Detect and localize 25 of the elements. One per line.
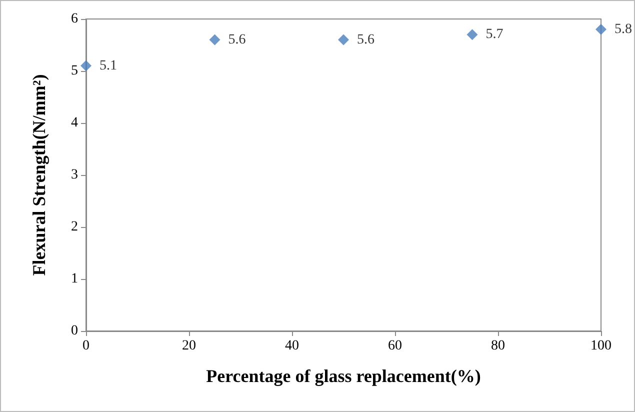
point: [80, 60, 92, 72]
data-label: 5.6: [357, 32, 374, 48]
x-tick-label: 20: [182, 338, 196, 354]
y-tick-label: 6: [71, 12, 78, 26]
y-tick-label: 4: [71, 116, 78, 130]
y-tick-label: 5: [71, 64, 78, 78]
point: [466, 29, 478, 40]
point: [338, 34, 349, 46]
data-label: 5.6: [228, 32, 246, 48]
data-label: 5.8: [614, 22, 632, 37]
x-tick-label: 60: [388, 338, 402, 354]
y-axis-title: Flexural Strength(N/mm²): [29, 74, 49, 276]
x-tick-label: 0: [82, 338, 90, 354]
data-label: 5.7: [486, 27, 504, 42]
point: [596, 24, 606, 35]
y-tick-label: 0: [71, 324, 78, 338]
x-axis-title: Percentage of glass replacement(%): [206, 366, 481, 386]
y-tick-label: 2: [71, 220, 78, 234]
y-tick-label: 1: [71, 272, 78, 286]
x-tick-label: 40: [285, 338, 299, 354]
data-label: 5.1: [100, 58, 117, 74]
x-tick-label: 80: [491, 338, 505, 354]
y-tick-label: 3: [71, 168, 78, 182]
point: [209, 34, 220, 46]
x-tick-label: 100: [590, 338, 612, 354]
